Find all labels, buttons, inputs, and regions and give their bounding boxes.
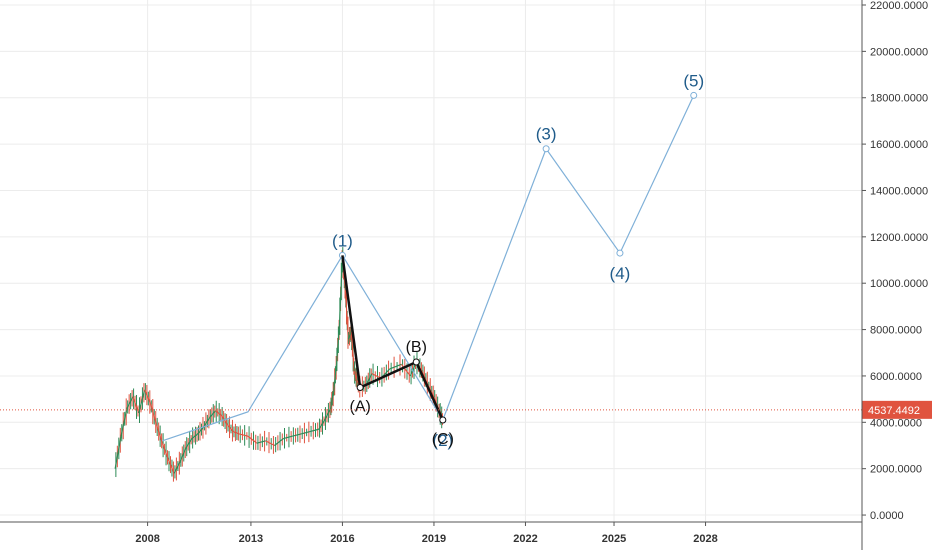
wave-point[interactable] [617, 250, 623, 256]
y-tick-label: 4000.0000 [870, 417, 922, 429]
correction-label: (B) [406, 339, 427, 356]
x-tick-label: 2016 [330, 533, 354, 545]
y-tick-label: 18000.0000 [870, 93, 928, 105]
correction-wave[interactable]: (A) (B) (C) [342, 255, 453, 448]
wave-point[interactable] [691, 92, 697, 98]
correction-point[interactable] [413, 359, 419, 365]
wave-label: (1) [332, 231, 353, 250]
y-tick-label: 12000.0000 [870, 232, 928, 244]
y-tick-label: 14000.0000 [870, 185, 928, 197]
y-tick-label: 22000.0000 [870, 0, 928, 12]
x-tick-label: 2013 [239, 533, 263, 545]
x-tick-label: 2019 [422, 533, 446, 545]
wave-label: (4) [610, 264, 631, 283]
x-tick-label: 2022 [513, 533, 537, 545]
correction-point[interactable] [357, 385, 363, 391]
wave-label: (3) [536, 125, 557, 144]
price-series [115, 247, 443, 482]
y-tick-label: 6000.0000 [870, 371, 922, 383]
y-tick-label: 20000.0000 [870, 46, 928, 58]
y-tick-label: 8000.0000 [870, 325, 922, 337]
y-tick-label: 2000.0000 [870, 464, 922, 476]
x-tick-label: 2008 [135, 533, 159, 545]
correction-label: (A) [349, 399, 370, 416]
x-tick-label: 2028 [693, 533, 717, 545]
wave-point[interactable] [543, 146, 549, 152]
y-tick-label: 10000.0000 [870, 278, 928, 290]
correction-point[interactable] [440, 417, 446, 423]
y-tick-label: 16000.0000 [870, 139, 928, 151]
wave-label: (5) [683, 71, 704, 90]
correction-label: (C) [432, 431, 454, 448]
current-price-label: 4537.4492 [868, 405, 920, 417]
y-tick-label: 0.0000 [870, 510, 904, 522]
x-tick-label: 2025 [602, 533, 626, 545]
